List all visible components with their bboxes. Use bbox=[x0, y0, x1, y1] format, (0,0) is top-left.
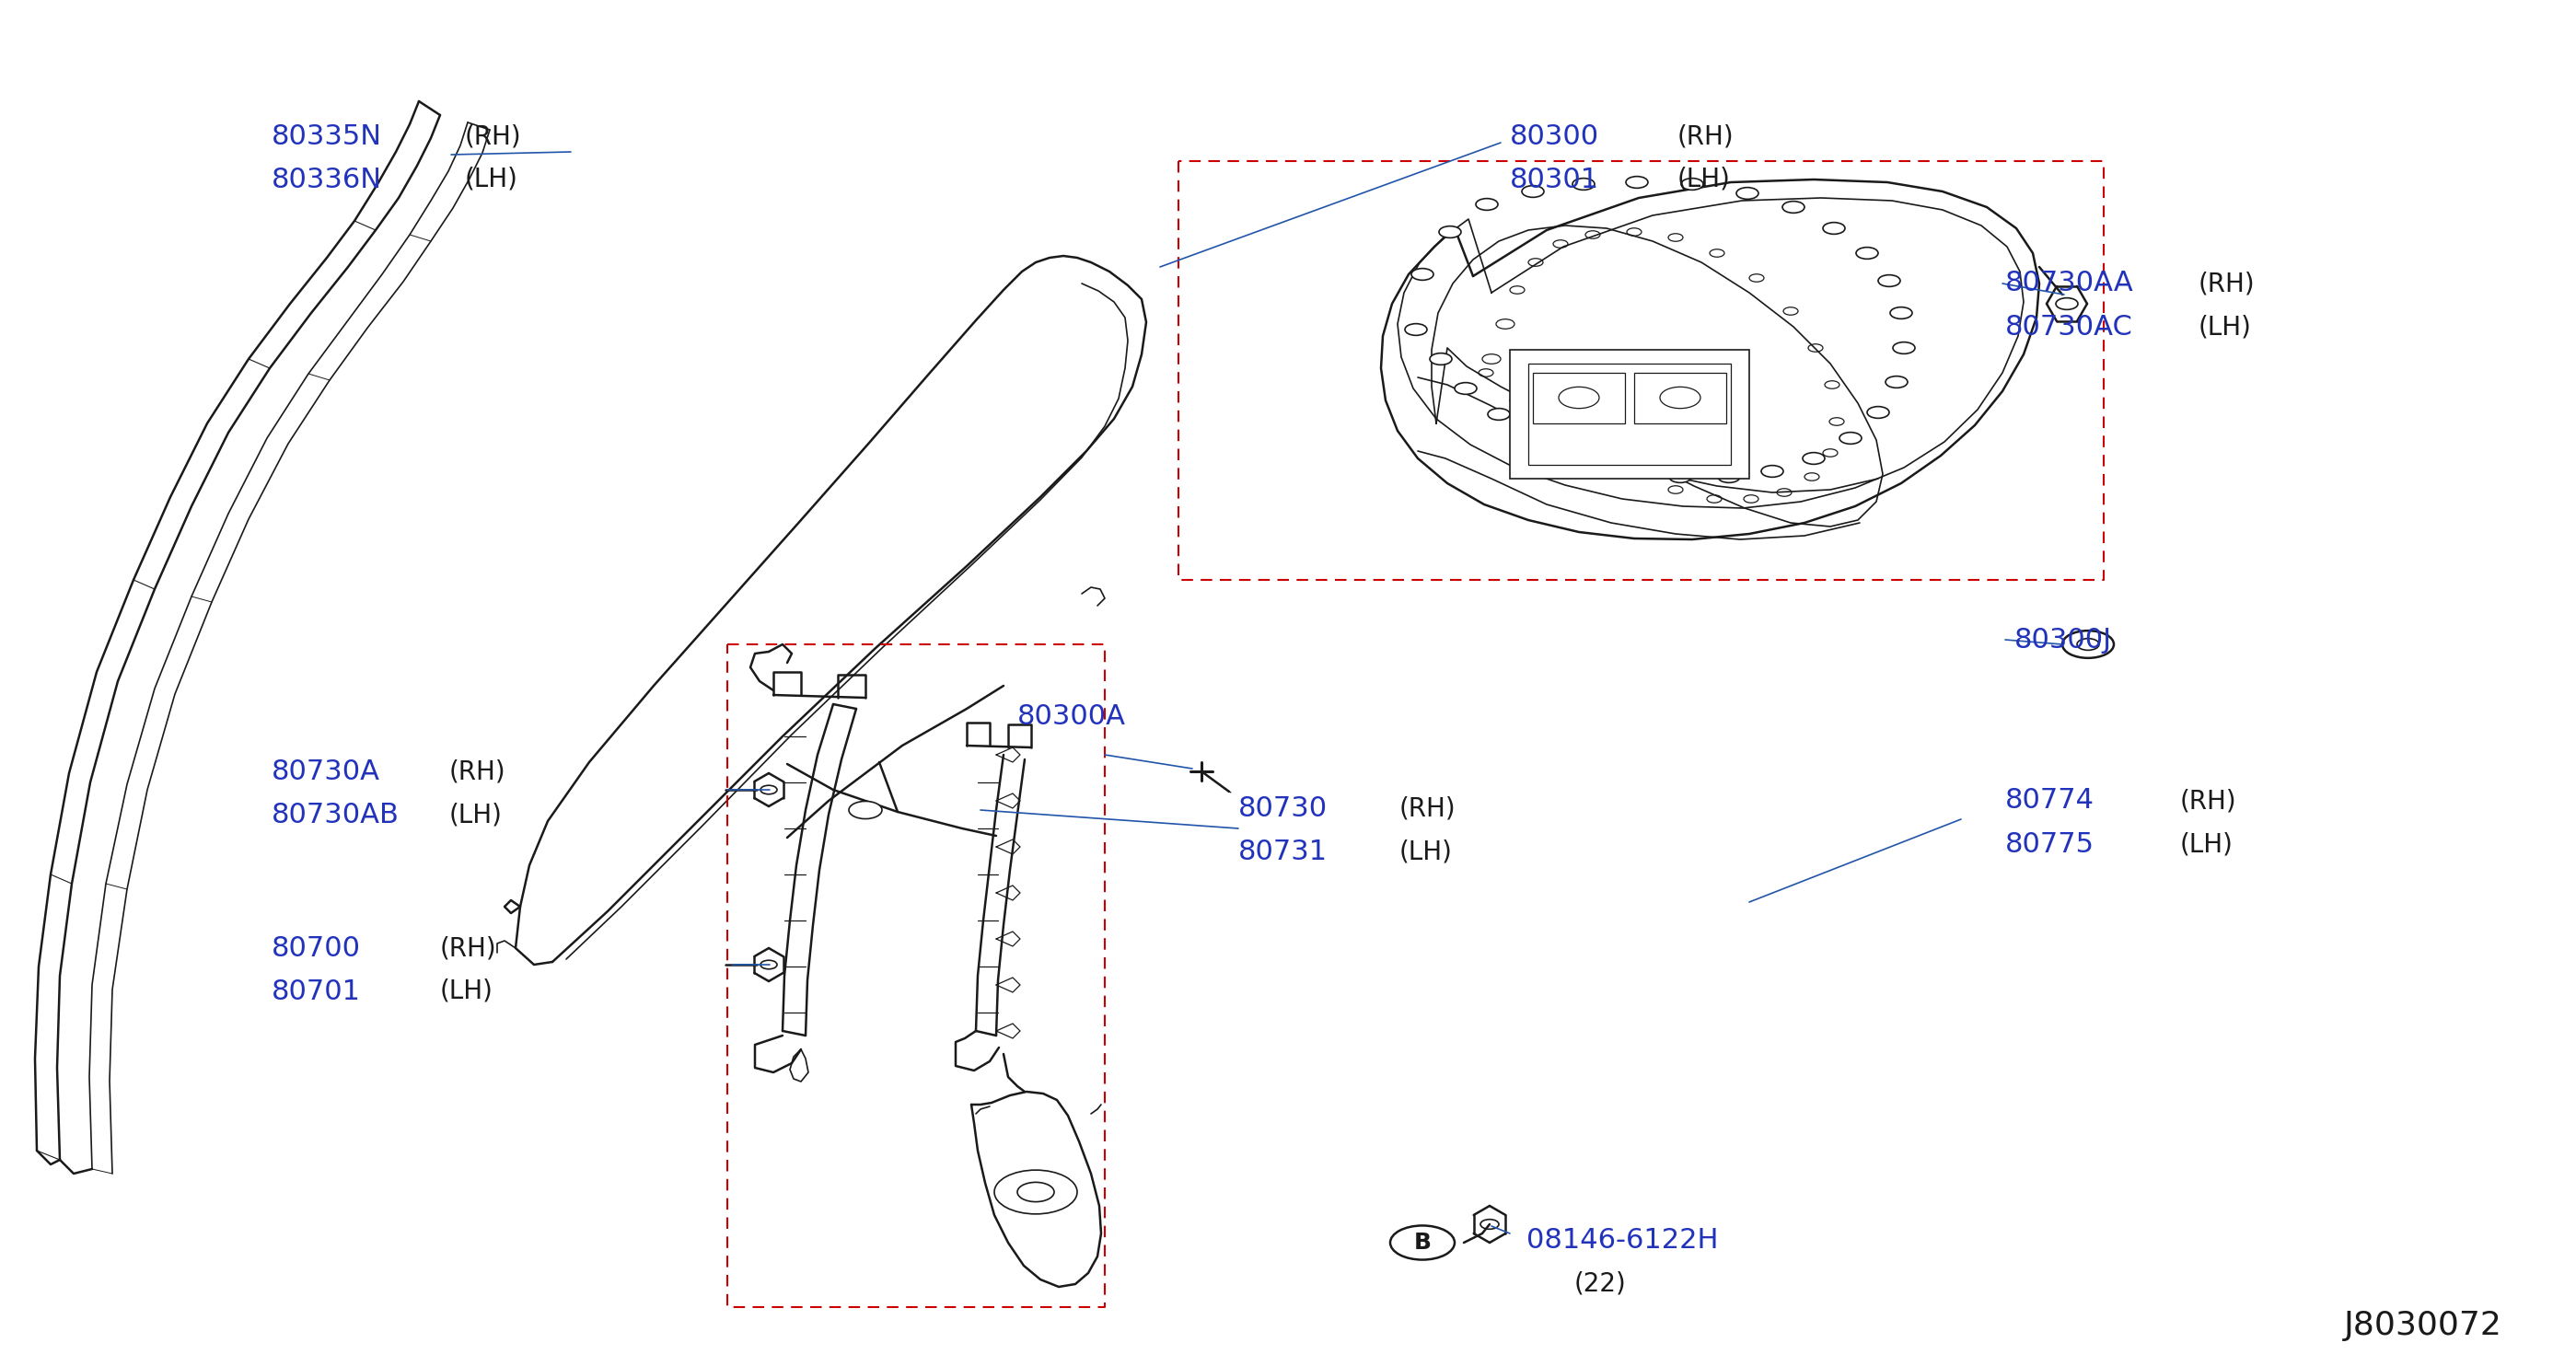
Text: (LH): (LH) bbox=[448, 802, 502, 828]
Text: (LH): (LH) bbox=[440, 978, 495, 1004]
Text: 80730AA: 80730AA bbox=[2004, 270, 2133, 296]
Text: 80300A: 80300A bbox=[1018, 702, 1126, 729]
Circle shape bbox=[1574, 449, 1597, 462]
Bar bbox=[1633, 373, 1726, 423]
Text: 80335N: 80335N bbox=[270, 123, 381, 150]
Text: (RH): (RH) bbox=[448, 758, 505, 784]
Circle shape bbox=[1824, 223, 1844, 234]
Circle shape bbox=[1803, 452, 1824, 464]
Text: (RH): (RH) bbox=[464, 123, 523, 149]
Circle shape bbox=[1391, 1225, 1455, 1259]
Circle shape bbox=[1891, 307, 1911, 318]
Text: (LH): (LH) bbox=[2179, 831, 2233, 856]
Bar bbox=[1533, 373, 1625, 423]
Text: 08146-6122H: 08146-6122H bbox=[1528, 1228, 1718, 1254]
Text: 80775: 80775 bbox=[2004, 831, 2094, 858]
Text: 80731: 80731 bbox=[1239, 839, 1327, 865]
Text: (RH): (RH) bbox=[1677, 123, 1734, 149]
Circle shape bbox=[1528, 432, 1551, 443]
Bar bbox=[1510, 350, 1749, 478]
Text: (LH): (LH) bbox=[464, 167, 518, 193]
Circle shape bbox=[2063, 631, 2115, 658]
Circle shape bbox=[1783, 201, 1806, 213]
Circle shape bbox=[1718, 471, 1739, 482]
Text: 80301: 80301 bbox=[1510, 167, 1600, 193]
Text: (LH): (LH) bbox=[1677, 167, 1731, 193]
Text: 80700: 80700 bbox=[270, 934, 361, 962]
Text: 80701: 80701 bbox=[270, 978, 361, 1005]
Text: (RH): (RH) bbox=[2179, 788, 2236, 814]
Circle shape bbox=[994, 1171, 1077, 1214]
Circle shape bbox=[1839, 432, 1862, 444]
Text: J8030072: J8030072 bbox=[2344, 1310, 2501, 1341]
Circle shape bbox=[1868, 407, 1888, 418]
Text: (RH): (RH) bbox=[1399, 795, 1455, 821]
Circle shape bbox=[1669, 471, 1692, 482]
Text: 80730A: 80730A bbox=[270, 758, 381, 784]
Circle shape bbox=[1682, 178, 1703, 190]
Text: 80774: 80774 bbox=[2004, 787, 2094, 814]
Text: 80730AC: 80730AC bbox=[2004, 313, 2133, 340]
Circle shape bbox=[1762, 466, 1783, 477]
Circle shape bbox=[1571, 178, 1595, 190]
Bar bbox=[1528, 363, 1731, 464]
Circle shape bbox=[1857, 247, 1878, 260]
Text: 80730AB: 80730AB bbox=[270, 802, 399, 828]
Circle shape bbox=[1455, 382, 1476, 395]
Text: (RH): (RH) bbox=[440, 936, 497, 962]
Circle shape bbox=[1623, 463, 1646, 475]
Text: (22): (22) bbox=[1574, 1272, 1625, 1296]
Circle shape bbox=[1893, 342, 1914, 354]
Circle shape bbox=[1404, 324, 1427, 336]
Circle shape bbox=[1625, 176, 1649, 189]
Text: 80336N: 80336N bbox=[270, 167, 381, 193]
Circle shape bbox=[1886, 376, 1909, 388]
Text: 80730: 80730 bbox=[1239, 795, 1327, 821]
Text: (LH): (LH) bbox=[2197, 314, 2251, 340]
Text: 80300J: 80300J bbox=[2014, 627, 2112, 653]
Circle shape bbox=[1522, 186, 1543, 197]
Text: 80300: 80300 bbox=[1510, 123, 1600, 150]
Circle shape bbox=[1412, 269, 1432, 280]
Circle shape bbox=[850, 802, 881, 818]
Circle shape bbox=[1736, 187, 1759, 199]
Circle shape bbox=[1440, 227, 1461, 238]
Circle shape bbox=[1489, 408, 1510, 421]
Circle shape bbox=[1878, 275, 1901, 287]
Text: B: B bbox=[1414, 1232, 1432, 1254]
Text: (LH): (LH) bbox=[1399, 839, 1453, 865]
Circle shape bbox=[1430, 354, 1453, 365]
Circle shape bbox=[1476, 198, 1497, 210]
Text: (RH): (RH) bbox=[2197, 270, 2254, 296]
